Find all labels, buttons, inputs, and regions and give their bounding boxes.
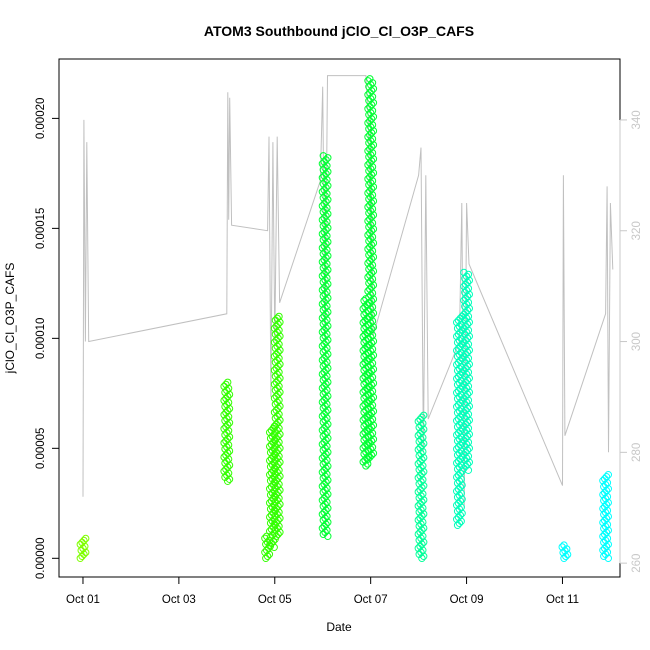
- data-point: [319, 152, 327, 160]
- data-point: [273, 314, 281, 322]
- x-tick-label: Oct 07: [354, 594, 388, 606]
- data-point: [558, 543, 566, 551]
- y2-tick-label: 340: [631, 110, 643, 129]
- line-series-layer: [82, 75, 614, 508]
- data-point: [453, 445, 461, 453]
- data-point: [220, 453, 228, 461]
- data-point: [453, 521, 462, 529]
- data-point: [414, 474, 422, 482]
- point-cluster: [220, 378, 234, 485]
- data-point: [414, 460, 422, 468]
- x-axis-label: Date: [326, 620, 352, 634]
- y2-tick-label: 260: [631, 554, 643, 573]
- data-point: [418, 413, 426, 421]
- axes-layer: Oct 01 Oct 03 Oct 05 Oct 07 Oct 09 Oct 11 0.00…: [35, 98, 643, 606]
- data-point: [220, 382, 228, 391]
- data-point: [324, 154, 332, 162]
- point-series-layer: [76, 75, 612, 562]
- y2-tick-label: 320: [631, 221, 643, 240]
- point-cluster: [318, 152, 332, 540]
- chart-title: ATOM3 Southbound jClO_Cl_O3P_CAFS: [204, 23, 474, 39]
- data-point: [262, 554, 270, 562]
- data-point: [604, 471, 612, 479]
- x-tick-label: Oct 05: [258, 594, 292, 606]
- point-cluster: [76, 534, 90, 562]
- data-point: [453, 487, 461, 495]
- y-tick-label: 0.00015: [35, 208, 47, 250]
- data-point: [224, 378, 232, 386]
- data-point: [414, 488, 422, 496]
- data-point: [414, 431, 422, 440]
- point-cluster: [270, 312, 284, 540]
- y2-tick-label: 280: [631, 443, 643, 462]
- data-point: [266, 513, 274, 521]
- y-tick-label: 0.00010: [35, 318, 47, 360]
- y-axis-label: jClO_Cl_O3P_CAFS: [3, 263, 17, 375]
- data-point: [266, 428, 274, 437]
- y-tick-label: 0.00000: [35, 538, 47, 580]
- data-point: [78, 552, 86, 560]
- data-point: [82, 534, 90, 543]
- point-cluster: [414, 411, 428, 562]
- point-cluster: [460, 268, 473, 474]
- y-tick-label: 0.00020: [35, 98, 47, 140]
- x-tick-label: Oct 01: [66, 594, 100, 606]
- data-point: [416, 415, 424, 424]
- data-point: [602, 473, 611, 481]
- data-point: [364, 259, 372, 267]
- data-point: [80, 536, 88, 545]
- data-point: [453, 403, 461, 411]
- grey-line-series: [82, 75, 614, 508]
- point-cluster: [364, 75, 378, 463]
- data-point: [261, 534, 269, 542]
- x-tick-label: Oct 03: [162, 594, 196, 606]
- data-point: [220, 411, 228, 419]
- data-point: [420, 411, 428, 419]
- data-point: [366, 75, 374, 83]
- point-cluster: [558, 541, 572, 562]
- data-point: [364, 77, 372, 85]
- data-point: [414, 417, 422, 426]
- y-tick-label: 0.00005: [35, 428, 47, 470]
- x-tick-label: Oct 11: [546, 594, 579, 606]
- data-point: [560, 541, 568, 549]
- data-point: [76, 554, 85, 562]
- data-point: [275, 312, 283, 321]
- data-point: [364, 189, 372, 197]
- data-point: [460, 268, 468, 277]
- y2-tick-label: 300: [631, 332, 643, 351]
- plot-area-frame: [58, 58, 621, 578]
- x-tick-label: Oct 09: [450, 594, 484, 606]
- data-point: [318, 202, 327, 210]
- point-cluster: [599, 471, 612, 562]
- data-point: [464, 270, 473, 279]
- data-point: [266, 527, 274, 535]
- data-point: [222, 380, 230, 389]
- data-point: [414, 445, 422, 454]
